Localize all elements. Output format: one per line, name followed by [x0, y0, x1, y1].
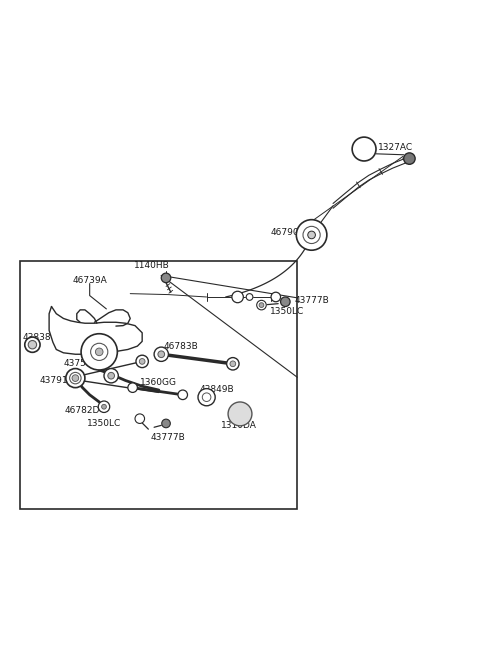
Circle shape — [25, 337, 40, 352]
Circle shape — [154, 347, 168, 361]
Circle shape — [281, 297, 290, 306]
Text: 43791: 43791 — [39, 376, 68, 385]
Circle shape — [128, 383, 137, 392]
Circle shape — [198, 388, 215, 406]
Circle shape — [202, 393, 211, 401]
Circle shape — [352, 137, 376, 161]
Circle shape — [139, 359, 145, 364]
Circle shape — [162, 419, 170, 428]
Text: 46783B: 46783B — [164, 342, 198, 351]
Circle shape — [104, 369, 118, 383]
Circle shape — [135, 414, 144, 423]
Circle shape — [136, 355, 148, 367]
Circle shape — [81, 334, 117, 370]
Circle shape — [72, 375, 79, 381]
Text: A: A — [360, 144, 368, 154]
Bar — [21, 261, 297, 509]
Circle shape — [178, 390, 188, 400]
Text: 43777B: 43777B — [151, 433, 186, 442]
Circle shape — [259, 302, 264, 308]
Text: 1310DA: 1310DA — [221, 421, 257, 430]
Circle shape — [271, 292, 281, 302]
Circle shape — [308, 231, 315, 239]
Text: 46739A: 46739A — [72, 276, 107, 285]
Text: 46782D: 46782D — [65, 405, 100, 415]
Circle shape — [102, 404, 107, 409]
Circle shape — [108, 373, 115, 379]
Text: 1327AC: 1327AC — [378, 143, 413, 152]
Circle shape — [66, 369, 85, 388]
Circle shape — [158, 351, 165, 358]
Circle shape — [296, 220, 327, 250]
Circle shape — [228, 402, 252, 426]
Circle shape — [257, 300, 266, 310]
Circle shape — [91, 343, 108, 360]
Text: 43849B: 43849B — [199, 384, 234, 394]
Circle shape — [227, 358, 239, 370]
Text: 43756A: 43756A — [63, 359, 98, 368]
Text: 46790: 46790 — [271, 228, 300, 237]
Circle shape — [161, 273, 171, 283]
Circle shape — [70, 373, 81, 384]
Circle shape — [96, 348, 103, 356]
Circle shape — [246, 294, 253, 300]
Text: 1350LC: 1350LC — [270, 307, 304, 316]
Circle shape — [98, 401, 110, 413]
Circle shape — [230, 361, 236, 367]
Text: 1350LC: 1350LC — [87, 419, 121, 428]
Text: 1140HB: 1140HB — [134, 262, 169, 270]
Text: 1360GG: 1360GG — [140, 379, 177, 388]
Circle shape — [232, 291, 243, 302]
Text: 43777B: 43777B — [295, 296, 330, 305]
Circle shape — [28, 340, 36, 349]
Circle shape — [303, 226, 320, 243]
Text: 43838: 43838 — [23, 333, 51, 342]
Circle shape — [404, 153, 415, 164]
